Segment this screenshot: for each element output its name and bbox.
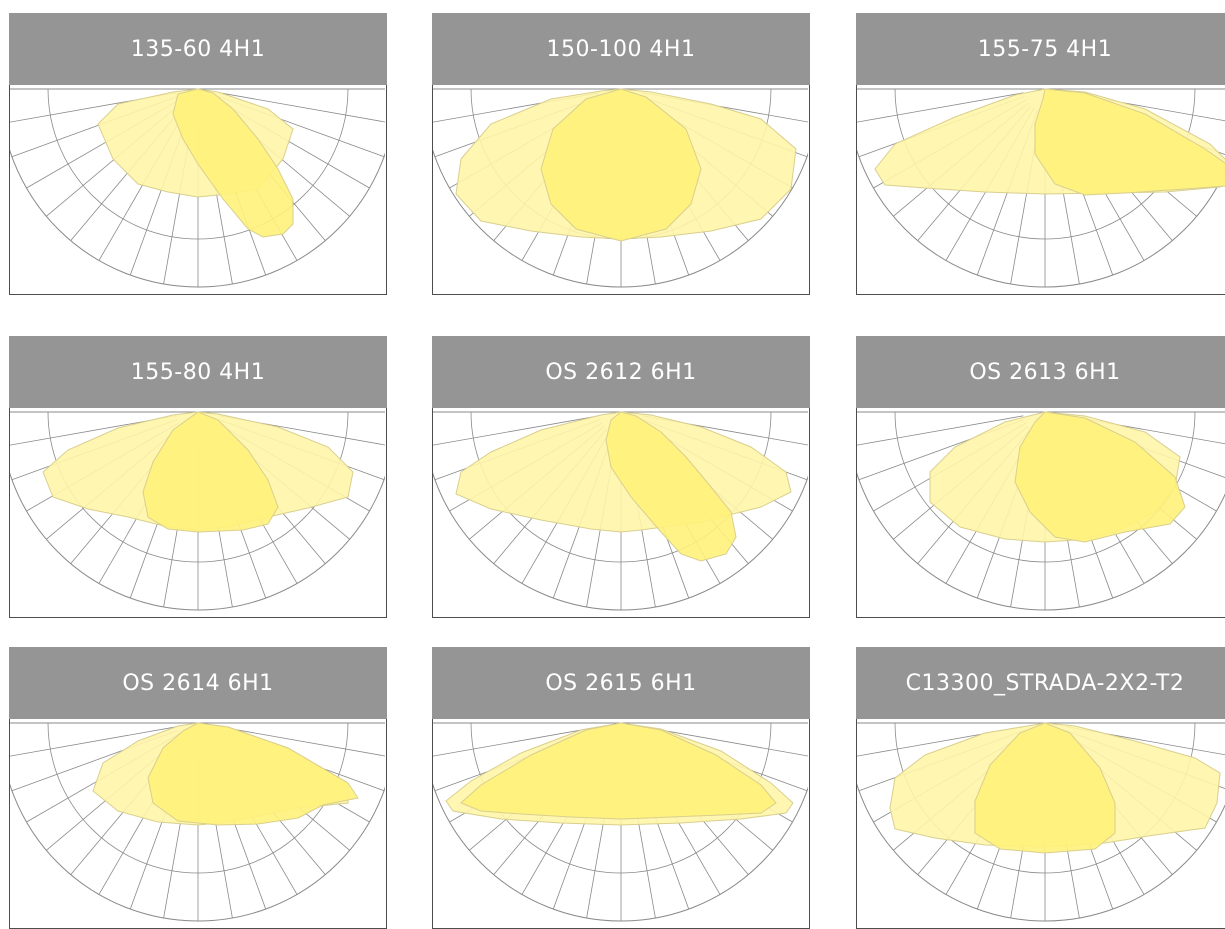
card-title: 155-75 4H1 xyxy=(856,13,1225,85)
photometric-card: 135-60 4H1 xyxy=(9,13,387,295)
photometric-card: 155-80 4H1 xyxy=(9,336,387,618)
polar-diagram-svg xyxy=(10,722,385,922)
inner-light-lobe xyxy=(974,722,1116,854)
polar-diagram xyxy=(432,408,810,618)
polar-diagram-svg xyxy=(857,722,1225,922)
polar-spoke xyxy=(857,415,1024,446)
card-title: OS 2615 6H1 xyxy=(432,647,810,719)
polar-diagram xyxy=(856,85,1225,295)
inner-light-lobe xyxy=(172,88,294,238)
photometric-card: C13300_STRADA-2X2-T2 xyxy=(856,647,1225,929)
polar-diagram-svg xyxy=(433,411,808,611)
polar-spoke xyxy=(433,415,600,446)
polar-diagram-svg xyxy=(857,411,1225,611)
card-title: OS 2613 6H1 xyxy=(856,336,1225,408)
polar-diagram xyxy=(9,719,387,929)
polar-spoke xyxy=(219,92,385,123)
polar-diagram-svg xyxy=(433,88,808,288)
polar-diagram-svg xyxy=(10,88,385,288)
inner-light-lobe xyxy=(142,411,279,533)
photometric-card: 155-75 4H1 xyxy=(856,13,1225,295)
polar-spoke xyxy=(433,726,600,757)
photometric-card: OS 2614 6H1 xyxy=(9,647,387,929)
polar-spoke xyxy=(219,726,385,757)
polar-diagram-svg xyxy=(433,722,808,922)
photometric-card: 150-100 4H1 xyxy=(432,13,810,295)
photometric-card: OS 2613 6H1 xyxy=(856,336,1225,618)
inner-light-lobe xyxy=(1034,88,1225,196)
polar-spoke xyxy=(857,92,1024,123)
inner-light-lobe xyxy=(605,411,737,562)
inner-light-lobe xyxy=(460,722,777,820)
card-title: C13300_STRADA-2X2-T2 xyxy=(856,647,1225,719)
polar-spoke xyxy=(10,726,177,757)
photometric-card: OS 2612 6H1 xyxy=(432,336,810,618)
polar-diagram xyxy=(9,408,387,618)
polar-diagram xyxy=(432,85,810,295)
polar-spoke xyxy=(642,726,808,757)
photometric-card: OS 2615 6H1 xyxy=(432,647,810,929)
polar-diagram xyxy=(856,719,1225,929)
polar-diagram xyxy=(856,408,1225,618)
card-title: 135-60 4H1 xyxy=(9,13,387,85)
polar-diagram-svg xyxy=(857,88,1225,288)
card-title: OS 2614 6H1 xyxy=(9,647,387,719)
card-title: OS 2612 6H1 xyxy=(432,336,810,408)
polar-diagram xyxy=(9,85,387,295)
card-title: 150-100 4H1 xyxy=(432,13,810,85)
inner-light-lobe xyxy=(147,722,359,826)
inner-light-lobe xyxy=(1014,411,1186,543)
polar-diagram xyxy=(432,719,810,929)
inner-light-lobe xyxy=(540,88,702,242)
card-title: 155-80 4H1 xyxy=(9,336,387,408)
polar-diagram-svg xyxy=(10,411,385,611)
